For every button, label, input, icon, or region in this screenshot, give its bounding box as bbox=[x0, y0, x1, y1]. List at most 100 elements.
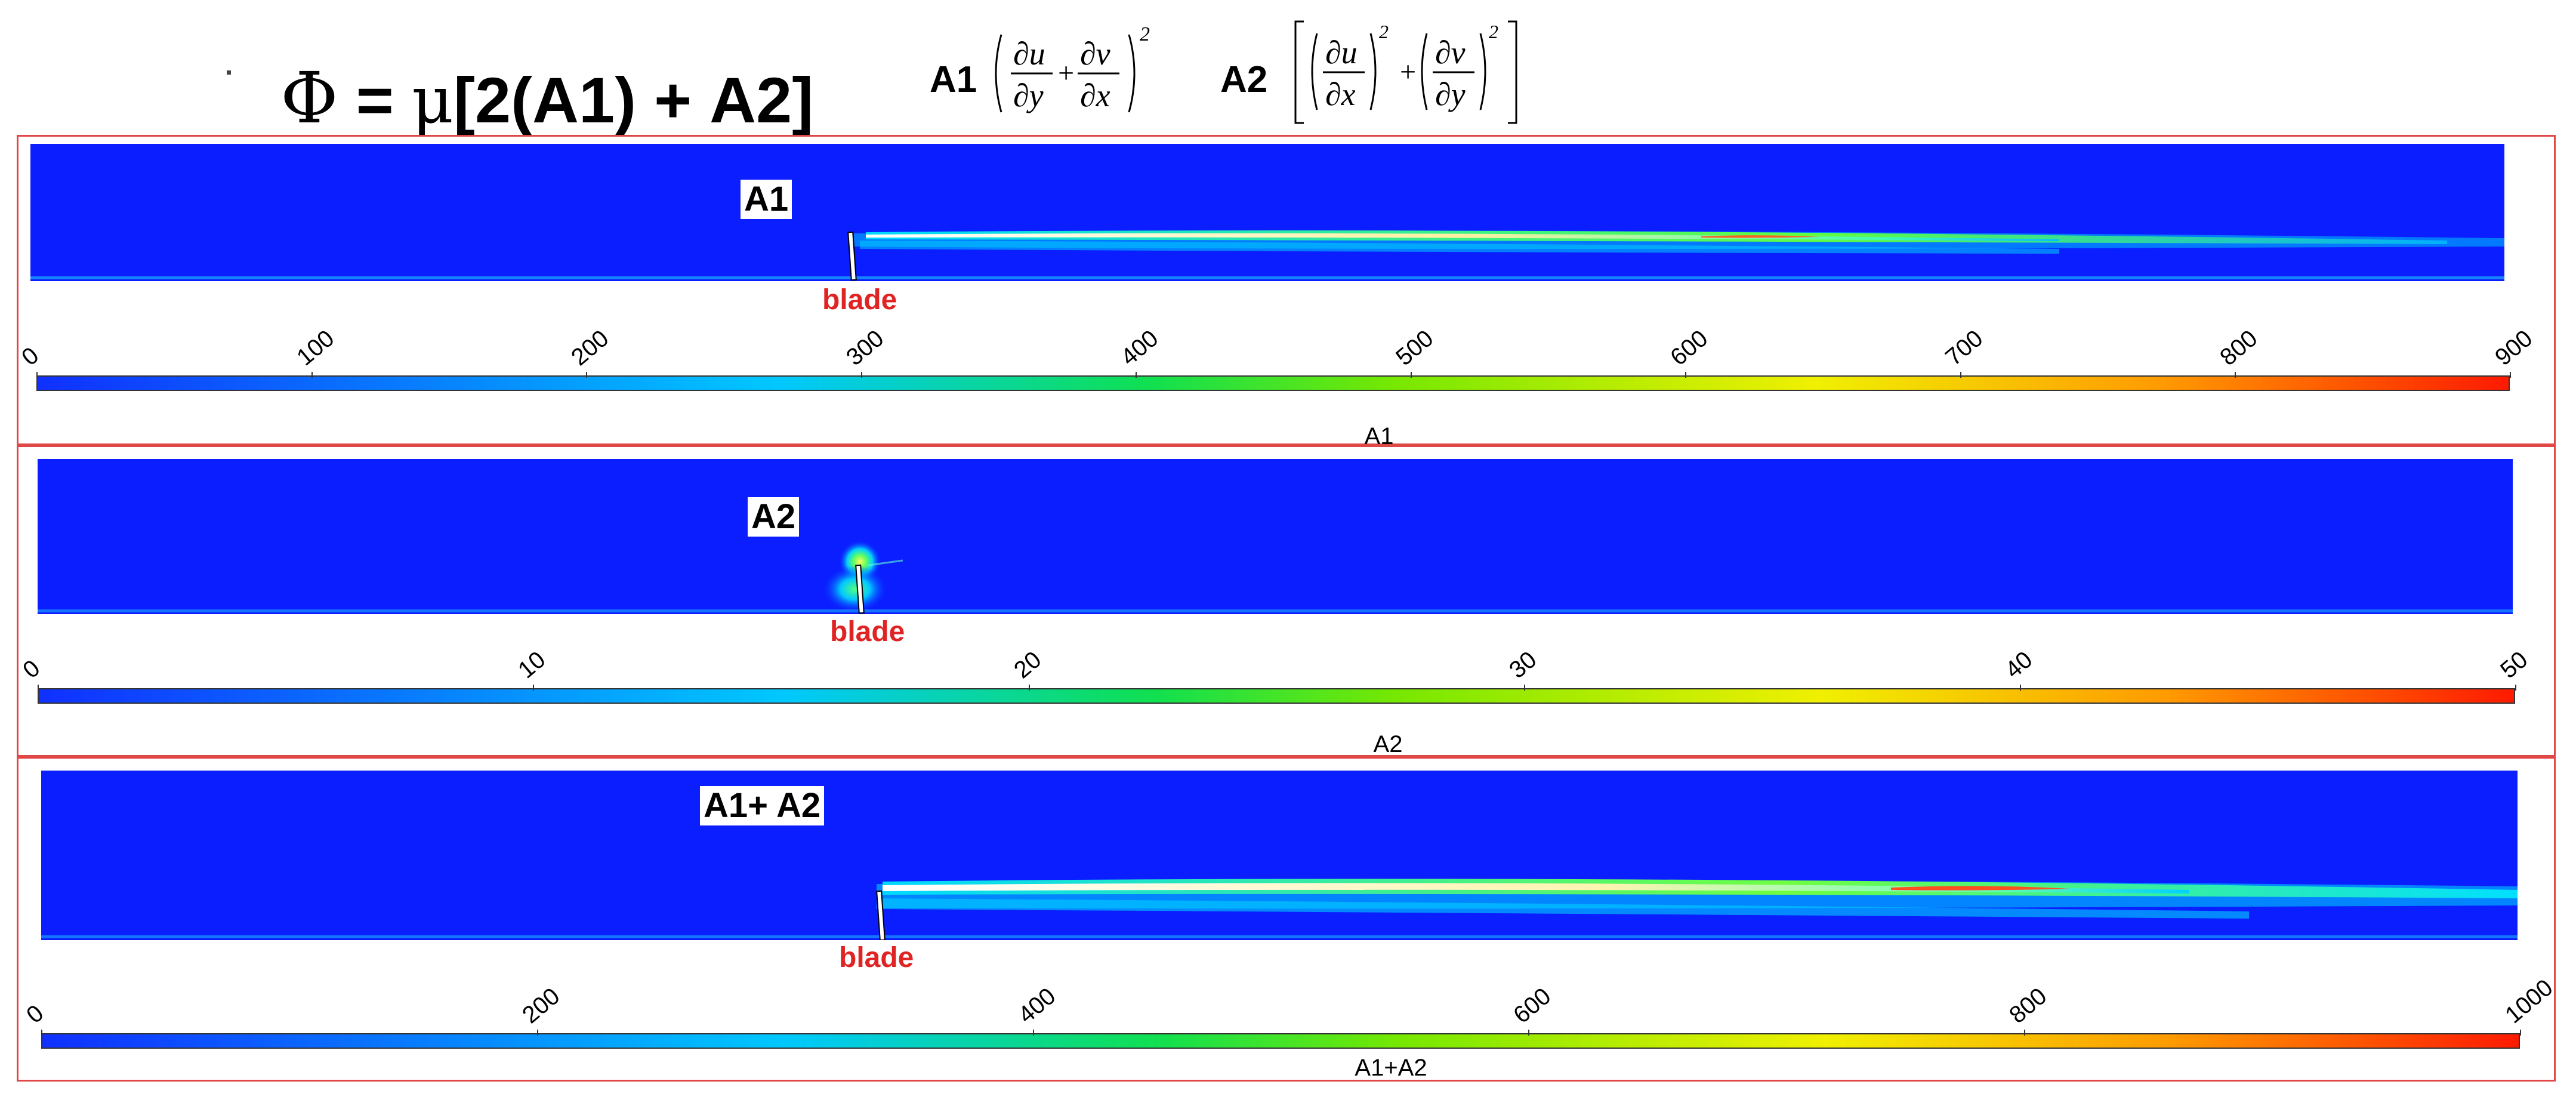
colorbar-tick-mark bbox=[1528, 1030, 1530, 1036]
panel-a1-plus-a2: A1+ A2 blade 0 200 400 600 800 1000 A1+A2 bbox=[17, 757, 2558, 1082]
colorbar-tick-mark bbox=[533, 685, 535, 691]
colorbar-tick-label: 200 bbox=[517, 982, 565, 1029]
contour-field-a2 bbox=[38, 459, 2513, 614]
colorbar-tick-label: 0 bbox=[18, 655, 45, 684]
a2-dv: ∂v bbox=[1435, 35, 1466, 70]
a1-definition-label: A1 bbox=[930, 59, 977, 100]
equals-sign: = bbox=[338, 64, 412, 136]
colorbar-tick-label: 40 bbox=[2000, 646, 2038, 684]
field-label-a2: A2 bbox=[748, 497, 800, 537]
colorbar-tick-label: 1000 bbox=[2500, 974, 2558, 1029]
colorbar-title-a2: A2 bbox=[1373, 731, 1403, 757]
contour-plot-a1-plus-a2 bbox=[41, 879, 2518, 940]
colorbar-tick-label: 900 bbox=[2490, 325, 2538, 371]
bottom-edge-a1-plus-a2 bbox=[41, 935, 2518, 938]
a1-dy: ∂y bbox=[1013, 78, 1044, 113]
colorbar-title-a1: A1 bbox=[1364, 423, 1394, 449]
a1-plus: + bbox=[1056, 57, 1075, 89]
colorbar-tick-mark bbox=[2019, 685, 2021, 691]
colorbar-tick-label: 600 bbox=[1508, 982, 1556, 1029]
colorbar-tick-label: 200 bbox=[566, 325, 614, 371]
a2-square-1: 2 bbox=[1379, 21, 1389, 42]
colorbar-tick-mark bbox=[36, 372, 38, 378]
colorbar-tick-mark bbox=[1524, 685, 1526, 691]
colorbar-tick-mark bbox=[2515, 685, 2516, 691]
colorbar-tick-label: 800 bbox=[2215, 325, 2263, 371]
colorbar-tick-mark bbox=[586, 372, 588, 378]
colorbar-tick-mark bbox=[1960, 372, 1961, 378]
colorbar-tick-label: 30 bbox=[1504, 646, 1542, 684]
colorbar-tick-mark bbox=[1685, 372, 1687, 378]
panel-a1: A1 blade 0 100 200 300 400 500 600 700 800 900 A1 bbox=[17, 135, 2556, 449]
wake-core-a1-plus-a2 bbox=[883, 883, 2189, 894]
contour-field-a1 bbox=[30, 144, 2504, 281]
colorbar-tick-mark bbox=[311, 372, 313, 378]
field-label-a1-plus-a2: A1+ A2 bbox=[700, 786, 825, 825]
blade-label-a1-plus-a2: blade bbox=[839, 942, 914, 974]
blade-a1-plus-a2 bbox=[876, 890, 886, 940]
wake-hotspot-a1 bbox=[1701, 235, 1821, 238]
colorbar-tick-mark bbox=[1032, 1030, 1034, 1036]
bottom-edge-a2 bbox=[38, 609, 2513, 612]
colorbar-tick-label: 400 bbox=[1013, 982, 1061, 1029]
colorbar-tick-label: 600 bbox=[1665, 325, 1713, 371]
panel-a2: A2 blade 0 10 20 30 40 50 A2 bbox=[17, 445, 2556, 757]
contour-plot-a2 bbox=[38, 540, 2513, 614]
colorbar-tick-mark bbox=[2235, 372, 2236, 378]
a2-du: ∂u bbox=[1325, 35, 1358, 70]
colorbar-a2 bbox=[38, 688, 2515, 704]
colorbar-tick-mark bbox=[536, 1030, 538, 1036]
a2-square-2: 2 bbox=[1489, 21, 1498, 42]
blade-label-a2: blade bbox=[830, 616, 905, 648]
a2-definition-label: A2 bbox=[1220, 59, 1268, 100]
colorbar-tick-label: 700 bbox=[1940, 325, 1988, 371]
colorbar-tick-mark bbox=[38, 685, 39, 691]
a1-dx: ∂x bbox=[1080, 78, 1110, 113]
blade-a1 bbox=[847, 231, 857, 281]
a2-plus: + bbox=[1398, 56, 1417, 88]
colorbar-tick-mark bbox=[1136, 372, 1137, 378]
a2-definition-term: ∂u ∂x 2 + ∂v ∂y 2 bbox=[1294, 20, 1517, 124]
colorbar-tick-label: 10 bbox=[513, 646, 551, 684]
colorbar-tick-label: 0 bbox=[21, 1000, 49, 1029]
wake-lower-a1 bbox=[860, 241, 2059, 254]
contour-field-a1-plus-a2 bbox=[41, 771, 2518, 940]
colorbar-tick-mark bbox=[1028, 685, 1030, 691]
a1-definition-term: ∂u ∂y + ∂v ∂x 2 bbox=[995, 23, 1150, 113]
contour-plot-a1 bbox=[30, 230, 2504, 281]
wake-lower-a1-plus-a2 bbox=[877, 898, 2249, 919]
tip-streak-a2 bbox=[868, 559, 903, 566]
mu-symbol: μ bbox=[411, 63, 454, 138]
colorbar-a1 bbox=[36, 375, 2510, 391]
colorbar-tick-mark bbox=[2024, 1030, 2026, 1036]
wake-hotspot-a1-plus-a2 bbox=[1891, 886, 2070, 891]
marker-dot bbox=[227, 70, 231, 75]
colorbar-tick-mark bbox=[2510, 372, 2511, 378]
a2-dx: ∂x bbox=[1325, 76, 1356, 112]
a1-square: 2 bbox=[1140, 23, 1150, 45]
colorbar-tick-label: 0 bbox=[17, 342, 44, 371]
blade-label-a1: blade bbox=[822, 284, 897, 316]
colorbar-tick-label: 500 bbox=[1390, 325, 1439, 371]
colorbar-tick-label: 800 bbox=[2004, 982, 2052, 1029]
colorbar-tick-label: 50 bbox=[2495, 646, 2533, 684]
wake-core-a1 bbox=[866, 233, 2059, 241]
colorbar-tick-label: 300 bbox=[841, 325, 889, 371]
colorbar-tick-label: 20 bbox=[1008, 646, 1047, 684]
formula-body: [2(A1) + A2] bbox=[454, 64, 814, 136]
colorbar-tick-label: 100 bbox=[291, 325, 340, 371]
colorbar-tick-label: 400 bbox=[1116, 325, 1164, 371]
colorbar-tick-mark bbox=[1410, 372, 1412, 378]
field-label-a1: A1 bbox=[741, 180, 792, 219]
blade-a2 bbox=[855, 564, 865, 614]
a1-du: ∂u bbox=[1013, 36, 1045, 72]
colorbar-title-a1-plus-a2: A1+A2 bbox=[1355, 1055, 1427, 1081]
colorbar-a1-plus-a2 bbox=[41, 1033, 2520, 1049]
colorbar-tick-mark bbox=[860, 372, 862, 378]
a2-dy: ∂y bbox=[1435, 76, 1466, 112]
colorbar-tick-mark bbox=[2520, 1030, 2521, 1036]
phi-symbol: Φ bbox=[280, 57, 338, 139]
blade-root-hotspot bbox=[822, 565, 888, 613]
bottom-edge-a1 bbox=[30, 276, 2504, 279]
dissipation-formula: Φ = μ[2(A1) + A2] bbox=[280, 57, 813, 139]
